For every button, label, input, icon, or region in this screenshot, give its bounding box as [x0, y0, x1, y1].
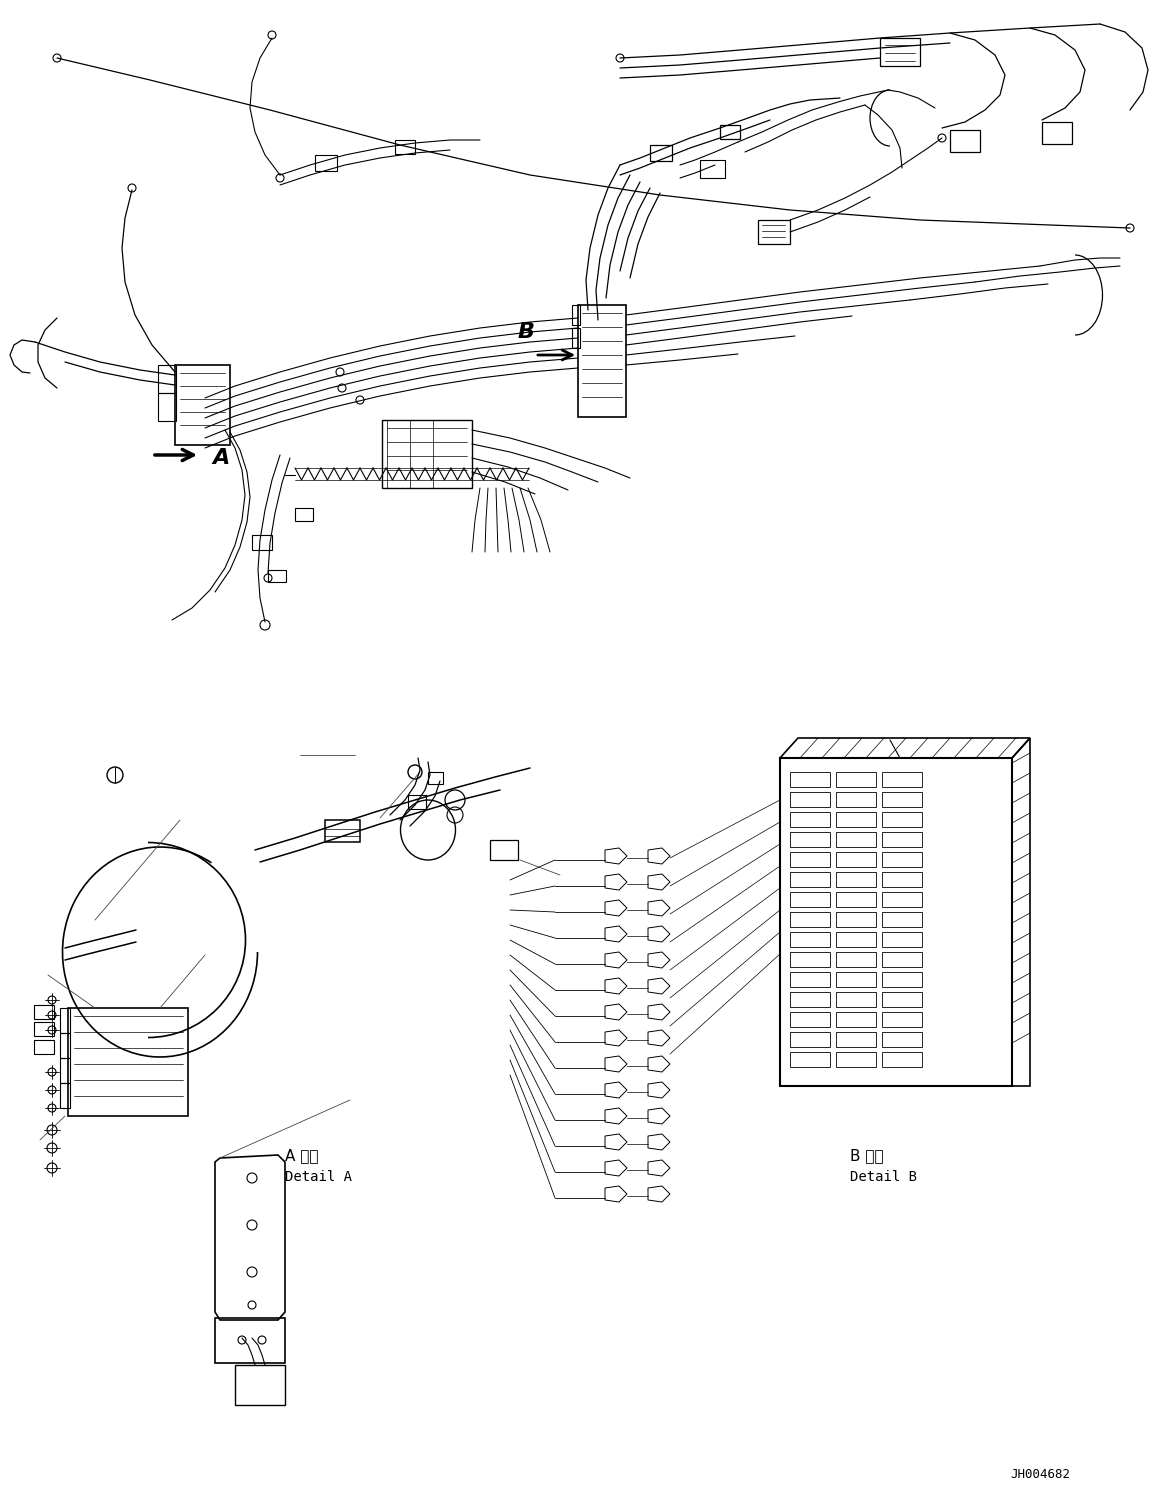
Bar [882, 1012, 922, 1027]
Bar [882, 912, 922, 927]
Bar [252, 536, 272, 551]
Bar [790, 931, 830, 946]
Bar [295, 507, 313, 521]
Bar [324, 820, 361, 842]
Bar [880, 39, 920, 65]
Bar [572, 327, 580, 348]
Bar [315, 155, 337, 171]
Bar [882, 872, 922, 887]
Bar [790, 1052, 830, 1067]
Bar [790, 992, 830, 1007]
Bar [700, 161, 725, 179]
Bar [836, 972, 876, 987]
Bar [790, 792, 830, 806]
Bar [790, 772, 830, 787]
Bar [572, 305, 580, 324]
Bar [790, 832, 830, 847]
Bar [34, 1040, 53, 1054]
Bar [790, 1033, 830, 1048]
Bar [882, 772, 922, 787]
Bar [836, 912, 876, 927]
Bar [836, 772, 876, 787]
Bar [428, 772, 443, 784]
Bar [790, 972, 830, 987]
Bar [882, 891, 922, 908]
Text: JH004682: JH004682 [1009, 1469, 1070, 1481]
Bar [60, 1007, 70, 1033]
Bar [836, 891, 876, 908]
Text: A: A [212, 448, 229, 469]
Bar [836, 872, 876, 887]
Bar [790, 912, 830, 927]
Bar [60, 1033, 70, 1058]
Bar [758, 220, 790, 244]
Bar [836, 931, 876, 946]
Bar [267, 570, 286, 582]
Bar [882, 972, 922, 987]
Bar [882, 1052, 922, 1067]
Bar [790, 952, 830, 967]
Bar [882, 812, 922, 827]
Bar [235, 1364, 285, 1405]
Bar [578, 305, 626, 417]
Bar [215, 1318, 285, 1363]
Bar [882, 1033, 922, 1048]
Bar [836, 812, 876, 827]
Bar [790, 853, 830, 868]
Bar [780, 757, 1012, 1086]
Bar [882, 832, 922, 847]
Bar [836, 1033, 876, 1048]
Bar [790, 1012, 830, 1027]
Bar [882, 853, 922, 868]
Bar [882, 792, 922, 806]
Bar [395, 140, 415, 153]
Bar [490, 841, 518, 860]
Bar [158, 365, 176, 393]
Bar [790, 891, 830, 908]
Bar [836, 1052, 876, 1067]
Bar [60, 1083, 70, 1109]
Text: Detail B: Detail B [850, 1170, 916, 1184]
Bar [836, 832, 876, 847]
Bar [836, 992, 876, 1007]
Bar [836, 952, 876, 967]
Bar [381, 420, 472, 488]
Text: B: B [518, 321, 535, 342]
Bar [720, 125, 740, 138]
Text: A 詳細: A 詳細 [285, 1149, 319, 1164]
Text: B 詳細: B 詳細 [850, 1149, 884, 1164]
Bar [950, 129, 980, 152]
Bar [408, 795, 426, 809]
Bar [790, 812, 830, 827]
Bar [836, 1012, 876, 1027]
Bar [174, 365, 230, 445]
Bar [34, 1004, 53, 1019]
Bar [1042, 122, 1072, 144]
Bar [650, 144, 672, 161]
Bar [34, 1022, 53, 1036]
Bar [882, 952, 922, 967]
Bar [836, 853, 876, 868]
Bar [790, 872, 830, 887]
Bar [67, 1007, 188, 1116]
Bar [882, 992, 922, 1007]
Text: Detail A: Detail A [285, 1170, 352, 1184]
Bar [882, 931, 922, 946]
Bar [60, 1058, 70, 1083]
Bar [158, 393, 176, 421]
Bar [836, 792, 876, 806]
